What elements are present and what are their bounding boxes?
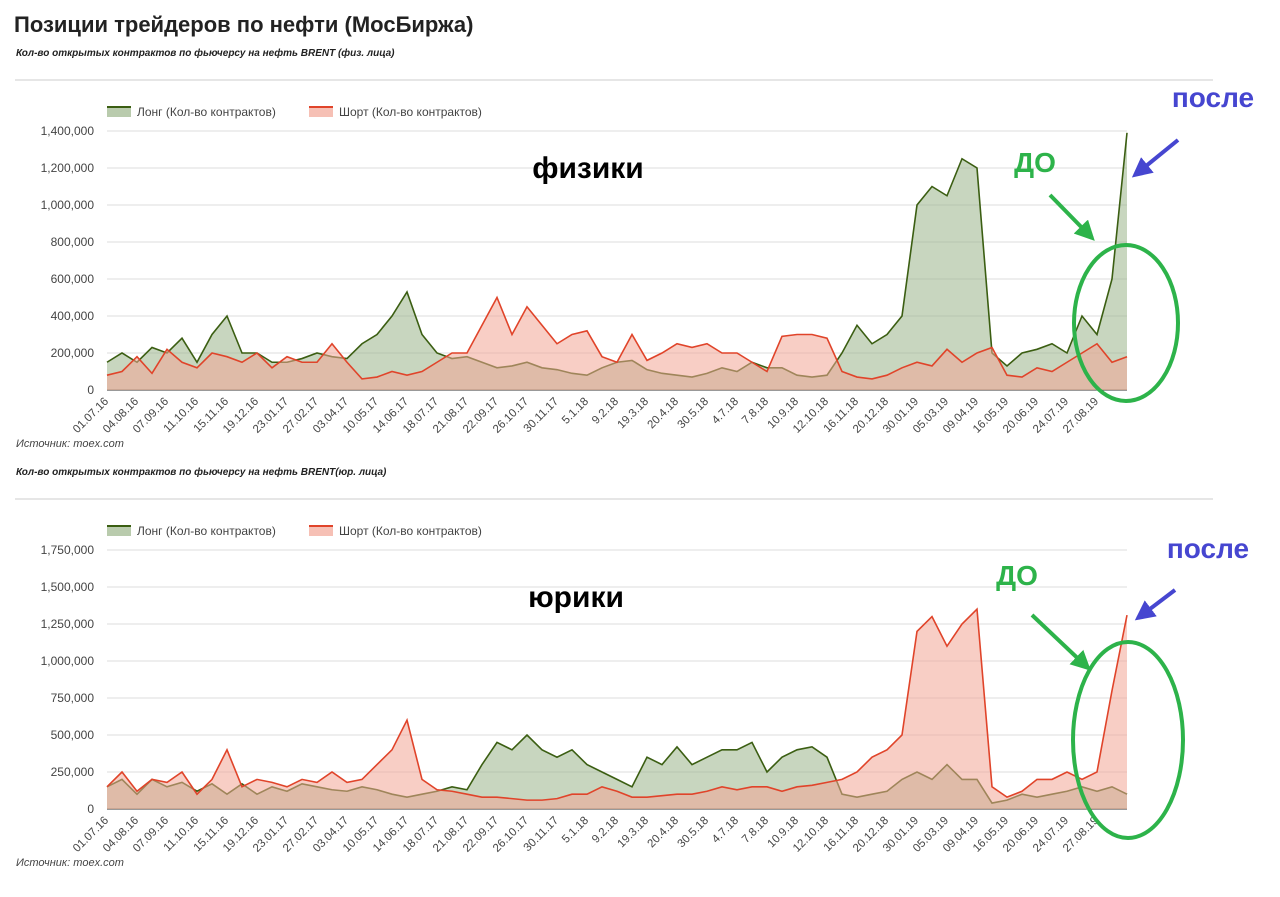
y-tick-label: 0 <box>87 802 94 816</box>
annotation: физики <box>532 152 644 185</box>
legend-label: Шорт (Кол-во контрактов) <box>339 105 482 119</box>
legend-label: Лонг (Кол-во контрактов) <box>137 524 276 538</box>
y-tick-label: 1,250,000 <box>41 617 95 631</box>
area-fill <box>107 609 1127 809</box>
x-tick-label: 19.3.18 <box>616 396 652 432</box>
y-tick-label: 1,750,000 <box>41 543 95 557</box>
x-tick-label: 19.3.18 <box>616 815 652 851</box>
x-tick-label: 5.1.18 <box>560 396 591 427</box>
area-line <box>106 607 1128 801</box>
area-line <box>106 295 1128 380</box>
y-tick-label: 600,000 <box>51 272 95 286</box>
arrow <box>1131 138 1180 178</box>
chart-subtitle: Кол-во открытых контрактов по фьючерсу н… <box>16 466 387 478</box>
chart: Кол-во открытых контрактов по фьючерсу н… <box>15 47 1254 450</box>
annotation: юрики <box>528 581 624 614</box>
legend-swatch <box>309 107 333 117</box>
y-tick-label: 1,400,000 <box>41 124 95 138</box>
page-title: Позиции трейдеров по нефти (МосБиржа) <box>14 12 473 37</box>
y-tick-label: 250,000 <box>51 765 95 779</box>
y-tick-label: 1,000,000 <box>41 654 95 668</box>
legend-label: Лонг (Кол-во контрактов) <box>137 105 276 119</box>
y-tick-label: 1,000,000 <box>41 198 95 212</box>
arrow <box>1030 613 1091 671</box>
y-tick-label: 1,200,000 <box>41 161 95 175</box>
legend-swatch <box>309 526 333 536</box>
annotation: после <box>1172 82 1254 113</box>
legend-swatch <box>107 107 131 117</box>
annotation: ДО <box>1014 147 1056 178</box>
y-tick-label: 200,000 <box>51 346 95 360</box>
arrow <box>1134 588 1177 621</box>
y-tick-label: 500,000 <box>51 728 95 742</box>
y-tick-label: 400,000 <box>51 309 95 323</box>
annotation: ДО <box>996 560 1038 591</box>
x-tick-label: 4.7.18 <box>710 815 741 846</box>
x-tick-label: 5.1.18 <box>560 815 591 846</box>
x-tick-label: 20.4.18 <box>646 815 682 851</box>
legend-label: Шорт (Кол-во контрактов) <box>339 524 482 538</box>
highlight-ellipse <box>1071 640 1185 840</box>
highlight-ellipse <box>1072 243 1180 403</box>
y-tick-label: 0 <box>87 383 94 397</box>
x-tick-label: 30.5.18 <box>676 396 712 432</box>
y-tick-label: 800,000 <box>51 235 95 249</box>
y-tick-label: 750,000 <box>51 691 95 705</box>
legend-swatch <box>107 526 131 536</box>
source: Источник: moex.com <box>16 438 124 450</box>
area-fill <box>107 297 1127 390</box>
y-tick-label: 1,500,000 <box>41 580 95 594</box>
chart-subtitle: Кол-во открытых контрактов по фьючерсу н… <box>16 47 395 59</box>
source: Источник: moex.com <box>16 857 124 869</box>
x-tick-label: 20.4.18 <box>646 396 682 432</box>
x-tick-label: 30.5.18 <box>676 815 712 851</box>
arrow <box>1048 193 1095 241</box>
annotation: после <box>1167 533 1249 564</box>
x-tick-label: 4.7.18 <box>710 396 741 427</box>
chart: Кол-во открытых контрактов по фьючерсу н… <box>15 466 1249 869</box>
